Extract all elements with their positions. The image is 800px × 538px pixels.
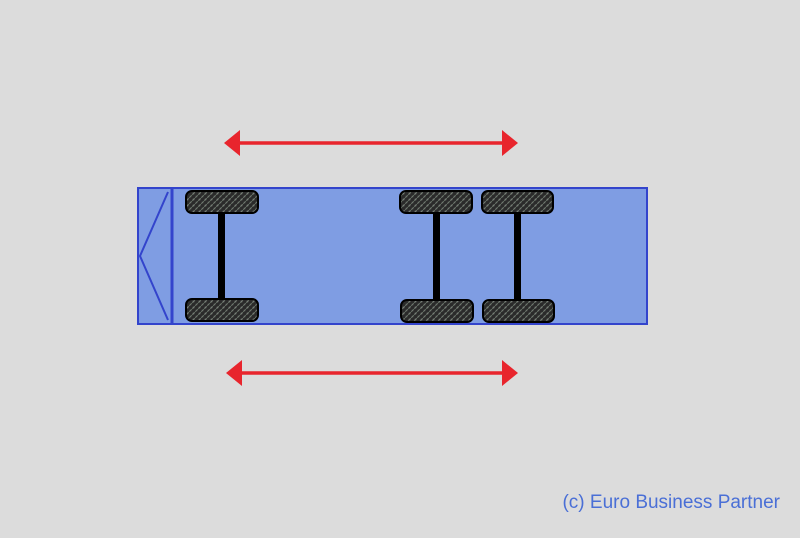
- arrow-head-right-icon: [502, 130, 518, 156]
- tire-icon: [481, 190, 554, 214]
- tire-icon: [400, 299, 474, 323]
- top-double-arrow: [224, 130, 518, 156]
- axle-shaft: [433, 208, 440, 304]
- arrow-head-left-icon: [224, 130, 240, 156]
- arrow-head-right-icon: [502, 360, 518, 386]
- tire-icon: [185, 190, 259, 214]
- cab-front-outline: [138, 191, 169, 321]
- axle-2: [399, 190, 474, 323]
- bottom-double-arrow: [226, 360, 518, 386]
- tire-icon: [185, 298, 259, 322]
- axle-3: [481, 190, 555, 323]
- axle-shaft: [514, 208, 521, 304]
- arrow-head-left-icon: [226, 360, 242, 386]
- tire-icon: [399, 190, 473, 214]
- axle-shaft: [218, 208, 225, 304]
- tire-icon: [482, 299, 555, 323]
- copyright-notice: (c) Euro Business Partner: [562, 492, 780, 513]
- axle-1: [185, 190, 259, 322]
